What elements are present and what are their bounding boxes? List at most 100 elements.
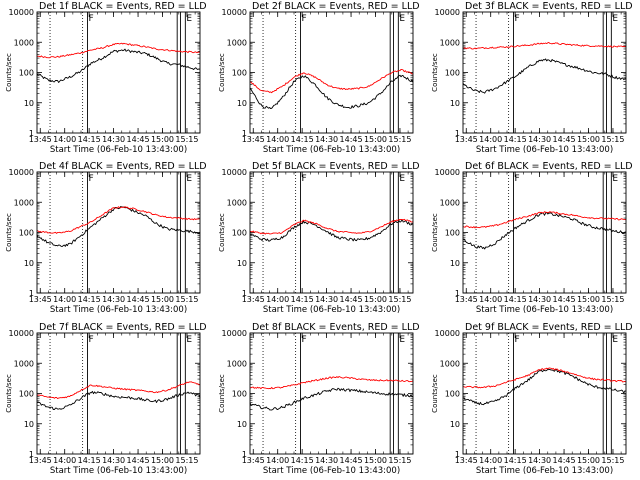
x-tick-label: 15:15 (175, 135, 198, 144)
x-axis-label: Start Time (06-Feb-10 13:43:00) (263, 305, 400, 315)
x-axis-label: Start Time (06-Feb-10 13:43:00) (476, 466, 613, 476)
y-tick-label: 1000 (440, 359, 460, 368)
x-tick-label: 14:00 (53, 295, 76, 304)
chart-title: Det 5f BLACK = Events, RED = LLD (252, 161, 420, 172)
lld-series-line (36, 42, 201, 59)
x-tick-label: 14:45 (127, 295, 150, 304)
x-tick-label: 13:45 (29, 135, 52, 144)
y-tick-label: 10000 (222, 8, 247, 17)
y-tick-label: 1000 (14, 359, 34, 368)
y-tick-label: 100 (232, 69, 247, 78)
x-axis-label: Start Time (06-Feb-10 13:43:00) (50, 145, 187, 155)
events-series-line (249, 219, 414, 242)
x-tick-label: 14:00 (479, 456, 502, 465)
x-tick-label: 14:30 (315, 135, 338, 144)
y-tick-label: 1000 (14, 38, 34, 47)
y-tick-label: 10000 (9, 329, 34, 338)
y-axis-label: Counts/sec (218, 53, 226, 92)
x-axis-label: Start Time (06-Feb-10 13:43:00) (263, 466, 400, 476)
chart-title: Det 7f BLACK = Events, RED = LLD (39, 322, 207, 333)
x-tick-label: 14:30 (102, 295, 125, 304)
x-tick-label: 14:15 (504, 456, 527, 465)
y-tick-label: 100 (232, 390, 247, 399)
x-tick-label: 14:45 (340, 295, 363, 304)
events-series-line (249, 387, 414, 411)
events-series-line (462, 368, 627, 406)
lld-series-line (249, 218, 414, 235)
x-tick-label: 15:15 (388, 456, 411, 465)
marker-label: F (89, 174, 94, 184)
x-tick-label: 14:15 (291, 295, 314, 304)
x-tick-label: 13:45 (455, 295, 478, 304)
marker-label: F (515, 335, 520, 345)
marker-label: F (515, 14, 520, 24)
x-tick-label: 14:30 (528, 456, 551, 465)
y-axis-label: Counts/sec (218, 374, 226, 413)
marker-label: F (515, 174, 520, 184)
marker-label: F (302, 14, 307, 24)
x-tick-label: 14:45 (127, 456, 150, 465)
marker-label: F (302, 174, 307, 184)
y-tick-label: 1000 (440, 38, 460, 47)
y-tick-label: 1 (29, 450, 34, 459)
y-axis-label: Counts/sec (5, 53, 13, 92)
x-tick-label: 14:30 (102, 135, 125, 144)
x-tick-label: 13:45 (242, 295, 265, 304)
y-tick-label: 10 (450, 99, 460, 108)
y-tick-label: 10 (450, 420, 460, 429)
chart-title: Det 9f BLACK = Events, RED = LLD (465, 322, 633, 333)
x-tick-label: 14:15 (504, 295, 527, 304)
plot-frame (249, 332, 414, 455)
x-tick-label: 15:15 (601, 456, 624, 465)
x-tick-label: 15:15 (388, 135, 411, 144)
x-tick-label: 15:00 (151, 295, 174, 304)
x-tick-label: 14:45 (553, 135, 576, 144)
marker-label: F (302, 335, 307, 345)
marker-label: E (399, 174, 405, 184)
lld-series-line (36, 381, 201, 400)
y-tick-label: 10000 (435, 168, 460, 177)
x-tick-label: 14:30 (528, 295, 551, 304)
events-series-line (36, 48, 201, 83)
x-tick-label: 13:45 (242, 135, 265, 144)
x-axis-label: Start Time (06-Feb-10 13:43:00) (263, 145, 400, 155)
x-tick-label: 13:45 (455, 456, 478, 465)
y-tick-label: 1 (242, 289, 247, 298)
x-tick-label: 14:30 (528, 135, 551, 144)
y-axis-label: Counts/sec (218, 213, 226, 252)
x-tick-label: 14:30 (102, 456, 125, 465)
x-tick-label: 14:15 (78, 135, 101, 144)
y-tick-label: 1000 (440, 198, 460, 207)
x-tick-label: 14:15 (78, 456, 101, 465)
x-tick-label: 14:00 (266, 456, 289, 465)
chart-panel-2: Det 2f BLACK = Events, RED = LLD Counts/s… (218, 1, 420, 155)
y-tick-label: 10 (237, 99, 247, 108)
marker-label: E (612, 14, 618, 24)
x-tick-label: 14:15 (504, 135, 527, 144)
x-tick-label: 15:00 (364, 135, 387, 144)
x-tick-label: 14:00 (266, 295, 289, 304)
y-tick-label: 100 (232, 229, 247, 238)
chart-title: Det 1f BLACK = Events, RED = LLD (39, 1, 207, 12)
events-series-line (462, 212, 627, 250)
events-series-line (249, 74, 414, 109)
plot-frame (462, 332, 627, 455)
x-tick-label: 15:00 (364, 456, 387, 465)
x-tick-label: 14:15 (78, 295, 101, 304)
y-tick-label: 100 (19, 390, 34, 399)
y-tick-label: 10000 (9, 8, 34, 17)
x-tick-label: 14:15 (291, 135, 314, 144)
x-tick-label: 15:00 (364, 295, 387, 304)
y-axis-label: Counts/sec (5, 213, 13, 252)
y-tick-label: 10000 (435, 8, 460, 17)
chart-title: Det 2f BLACK = Events, RED = LLD (252, 1, 420, 12)
y-tick-label: 100 (445, 229, 460, 238)
x-tick-label: 15:15 (601, 135, 624, 144)
lld-series-line (462, 211, 627, 229)
y-tick-label: 10000 (435, 329, 460, 338)
chart-title: Det 6f BLACK = Events, RED = LLD (465, 161, 633, 172)
y-tick-label: 10 (24, 99, 34, 108)
y-tick-label: 10000 (222, 329, 247, 338)
y-tick-label: 100 (445, 390, 460, 399)
chart-panel-3: Det 3f BLACK = Events, RED = LLD Counts/s… (431, 1, 633, 155)
